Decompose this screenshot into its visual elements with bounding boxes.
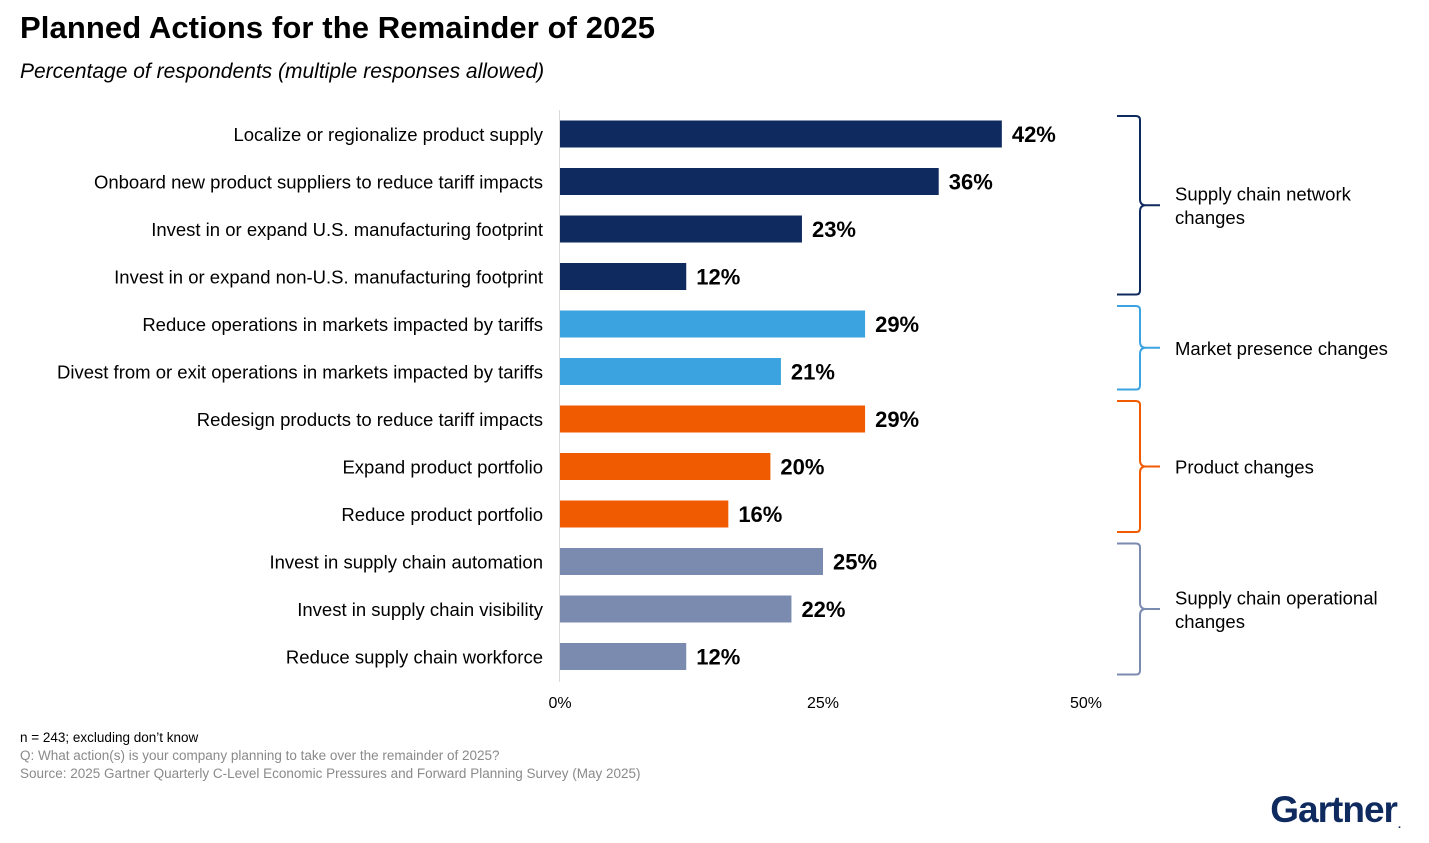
group-brace (1117, 400, 1160, 533)
data-label: 21% (791, 360, 835, 385)
data-label: 12% (696, 645, 740, 670)
bar (560, 310, 866, 338)
x-tick-label: 50% (1070, 695, 1102, 712)
bar (560, 358, 781, 385)
group-label: Market presence changes (1175, 338, 1388, 359)
category-label: Redesign products to reduce tariff impac… (197, 409, 543, 430)
data-label: 36% (949, 170, 993, 195)
category-label: Reduce operations in markets impacted by… (142, 314, 543, 335)
footnotes: n = 243; excluding don’t know Q: What ac… (20, 729, 641, 783)
data-label: 16% (738, 502, 782, 527)
gartner-logo: Gartner. (1270, 789, 1401, 831)
bar (560, 405, 866, 433)
bar (560, 263, 687, 290)
data-label: 20% (780, 455, 824, 480)
source-note: Source: 2025 Gartner Quarterly C-Level E… (20, 766, 641, 781)
category-label: Invest in supply chain automation (269, 552, 543, 573)
group-brace (1117, 542, 1160, 676)
group-label: changes (1175, 207, 1245, 228)
category-label: Invest in supply chain visibility (297, 599, 543, 620)
group-label: Product changes (1175, 457, 1314, 478)
data-label: 25% (833, 550, 877, 575)
bar (560, 548, 823, 575)
logo-text: Gartner (1270, 789, 1398, 830)
category-label: Reduce product portfolio (341, 504, 543, 525)
question-note: Q: What action(s) is your company planni… (20, 748, 500, 763)
group-label: changes (1175, 611, 1245, 632)
bar (560, 643, 687, 670)
bar (560, 215, 802, 243)
category-label: Onboard new product suppliers to reduce … (94, 172, 543, 193)
bar (560, 120, 1002, 148)
category-label: Divest from or exit operations in market… (57, 362, 543, 383)
data-label: 22% (801, 597, 845, 622)
chart-subtitle: Percentage of respondents (multiple resp… (20, 60, 545, 83)
data-label: 29% (875, 312, 919, 337)
category-label: Localize or regionalize product supply (233, 124, 543, 145)
category-label: Invest in or expand non-U.S. manufacturi… (114, 267, 543, 288)
bar (560, 595, 792, 623)
group-label: Supply chain operational (1175, 587, 1378, 608)
bar-chart: Localize or regionalize product supply 42… (57, 110, 1388, 712)
x-tick-label: 25% (807, 695, 839, 712)
bar (560, 168, 939, 195)
group-brace (1117, 305, 1160, 391)
group-label: Supply chain network (1175, 184, 1352, 205)
logo-mark: . (1397, 819, 1401, 831)
x-tick-label: 0% (548, 695, 571, 712)
data-label: 29% (875, 407, 919, 432)
bar (560, 500, 729, 528)
category-label: Invest in or expand U.S. manufacturing f… (151, 219, 543, 240)
data-label: 42% (1012, 122, 1056, 147)
chart-title: Planned Actions for the Remainder of 202… (20, 10, 656, 45)
group-brace (1117, 115, 1160, 296)
sample-note: n = 243; excluding don’t know (20, 730, 199, 745)
data-label: 23% (812, 217, 856, 242)
category-label: Reduce supply chain workforce (286, 647, 543, 668)
category-label: Expand product portfolio (342, 457, 543, 478)
data-label: 12% (696, 265, 740, 290)
bar (560, 453, 771, 480)
